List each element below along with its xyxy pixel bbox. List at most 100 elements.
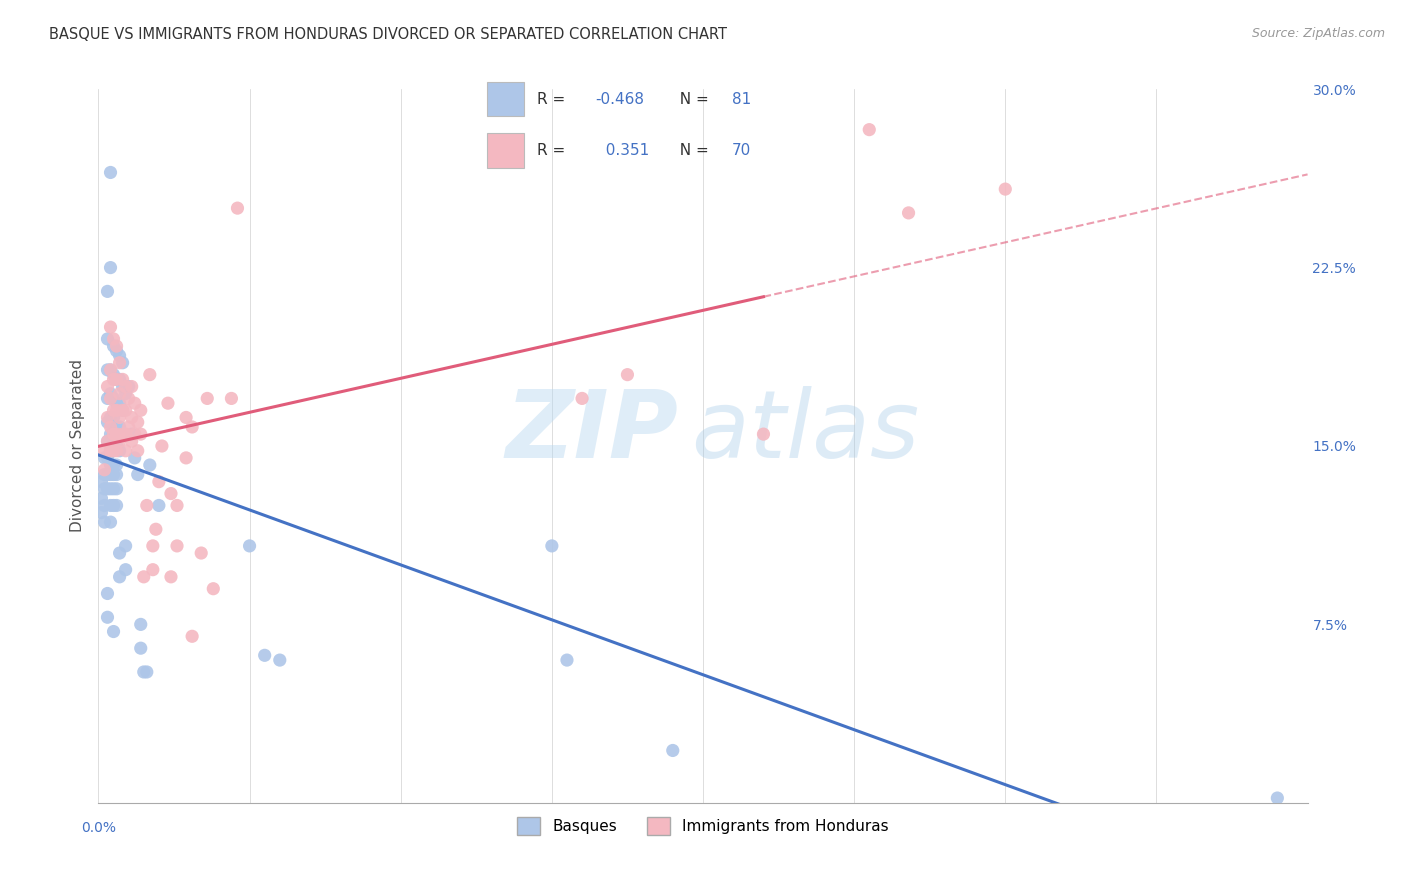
Point	[105, 420, 128, 434]
Point	[105, 396, 128, 410]
Point	[105, 458, 128, 472]
Point	[108, 372, 131, 386]
Point	[105, 339, 128, 353]
Point	[174, 410, 197, 425]
Point	[121, 427, 143, 442]
Point	[108, 443, 131, 458]
Point	[93, 482, 115, 496]
Point	[90, 475, 112, 489]
Point	[103, 332, 125, 346]
Point	[100, 420, 122, 434]
Point	[148, 499, 170, 513]
Point	[100, 499, 122, 513]
Text: ZIP: ZIP	[506, 385, 679, 478]
Point	[202, 582, 225, 596]
Point	[111, 427, 134, 442]
Point	[105, 343, 128, 358]
Point	[108, 434, 131, 449]
Point	[114, 539, 136, 553]
Point	[114, 386, 136, 401]
Point	[253, 648, 276, 663]
Legend: Basques, Immigrants from Honduras: Basques, Immigrants from Honduras	[510, 811, 896, 841]
Point	[93, 499, 115, 513]
Point	[100, 320, 122, 334]
Point	[195, 392, 218, 406]
Point	[103, 458, 125, 472]
Text: R =: R =	[537, 143, 569, 158]
Point	[108, 386, 131, 401]
Text: N =: N =	[669, 143, 713, 158]
Point	[752, 427, 775, 442]
Text: 81: 81	[731, 92, 751, 107]
Point	[111, 379, 134, 393]
Point	[124, 396, 146, 410]
Point	[100, 515, 122, 529]
Point	[105, 467, 128, 482]
Point	[103, 410, 125, 425]
Point	[100, 467, 122, 482]
Point	[103, 482, 125, 496]
Point	[96, 467, 118, 482]
Point	[132, 665, 155, 679]
Text: N =: N =	[669, 92, 713, 107]
Point	[105, 443, 128, 458]
Text: 0.0%: 0.0%	[82, 821, 115, 835]
Point	[108, 546, 131, 560]
Point	[96, 586, 118, 600]
Point	[108, 410, 131, 425]
Point	[139, 368, 162, 382]
Point	[105, 439, 128, 453]
Point	[100, 443, 122, 458]
Point	[118, 420, 141, 434]
Point	[616, 368, 638, 382]
Point	[103, 499, 125, 513]
FancyBboxPatch shape	[488, 82, 524, 116]
Point	[124, 450, 146, 465]
Point	[103, 443, 125, 458]
Point	[858, 122, 880, 136]
Point	[129, 427, 152, 442]
Point	[1267, 791, 1289, 805]
Point	[156, 396, 179, 410]
Point	[108, 396, 131, 410]
Point	[118, 379, 141, 393]
Point	[96, 410, 118, 425]
Point	[897, 206, 920, 220]
Point	[103, 427, 125, 442]
Point	[93, 450, 115, 465]
Point	[118, 392, 141, 406]
Point	[114, 379, 136, 393]
Point	[108, 570, 131, 584]
Point	[96, 434, 118, 449]
Point	[661, 743, 683, 757]
Point	[145, 522, 167, 536]
Text: 70: 70	[731, 143, 751, 158]
Point	[105, 372, 128, 386]
Point	[103, 427, 125, 442]
Point	[105, 372, 128, 386]
Point	[129, 641, 152, 656]
Text: atlas: atlas	[690, 386, 920, 477]
Point	[96, 610, 118, 624]
Point	[100, 410, 122, 425]
Point	[103, 339, 125, 353]
Point	[100, 363, 122, 377]
Point	[103, 392, 125, 406]
Point	[181, 629, 204, 643]
Point	[114, 443, 136, 458]
Point	[105, 499, 128, 513]
Point	[103, 624, 125, 639]
Point	[127, 415, 149, 429]
Text: -0.468: -0.468	[596, 92, 644, 107]
Point	[108, 420, 131, 434]
Point	[111, 403, 134, 417]
Point	[221, 392, 243, 406]
Point	[142, 563, 165, 577]
Point	[105, 403, 128, 417]
Point	[96, 434, 118, 449]
Text: 0.351: 0.351	[596, 143, 648, 158]
Point	[103, 368, 125, 382]
Point	[148, 475, 170, 489]
Y-axis label: Divorced or Separated: Divorced or Separated	[69, 359, 84, 533]
Point	[226, 201, 249, 215]
